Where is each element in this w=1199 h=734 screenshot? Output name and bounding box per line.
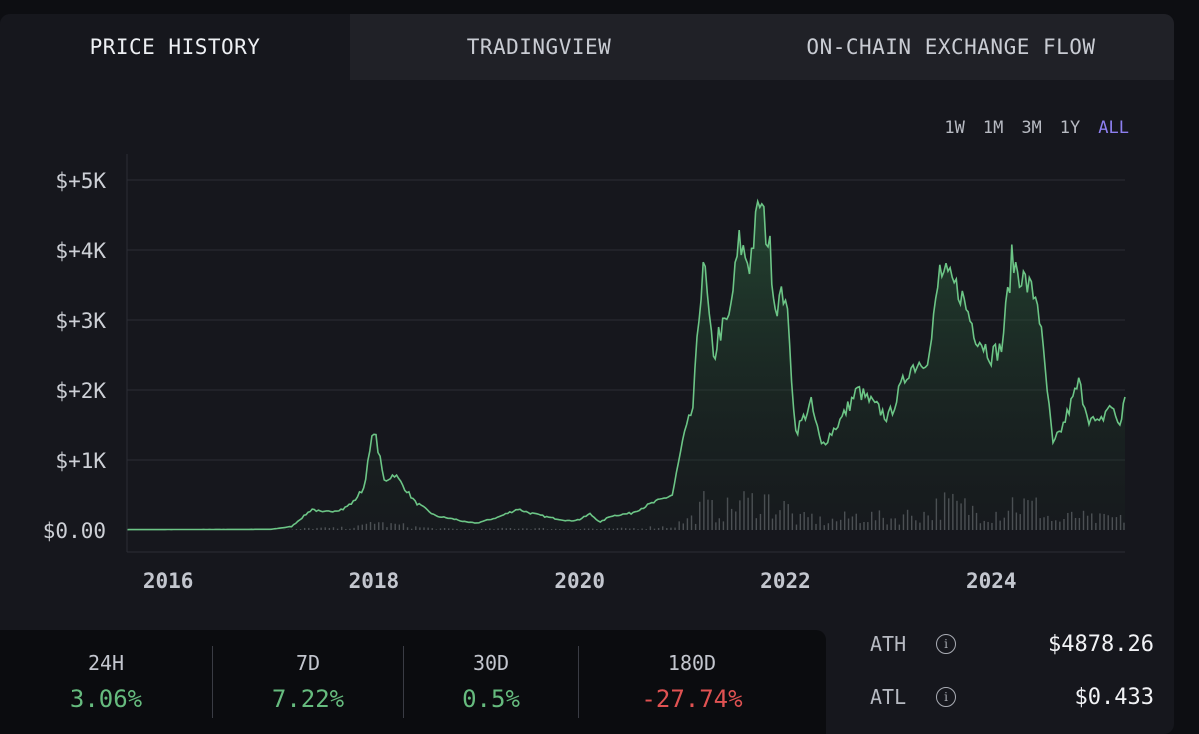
ath-row: ATH i $4878.26 — [870, 629, 1154, 659]
range-3m[interactable]: 3M — [1021, 118, 1042, 138]
atl-value: $0.433 — [1074, 684, 1154, 710]
stat-value: -27.74% — [641, 685, 743, 713]
atl-label: ATL — [870, 685, 907, 709]
range-1m[interactable]: 1M — [982, 118, 1004, 138]
x-tick-label: 2018 — [349, 569, 400, 593]
price-line — [126, 198, 1126, 531]
stat-value: 3.06% — [69, 685, 143, 713]
x-tick-label: 2024 — [966, 569, 1017, 593]
divider — [403, 646, 404, 718]
range-1y[interactable]: 1Y — [1059, 118, 1081, 138]
atl-row: ATL i $0.433 — [870, 682, 1154, 712]
range-1w[interactable]: 1W — [944, 118, 965, 138]
y-tick-label: $+1K — [55, 449, 106, 473]
info-icon[interactable]: i — [936, 634, 956, 654]
tab-bar: PRICE HISTORY TRADINGVIEW ON-CHAIN EXCHA… — [0, 14, 1174, 80]
price-area-fill — [127, 201, 1125, 530]
stat-label: 7D — [295, 651, 321, 675]
y-tick-label: $0.00 — [43, 519, 106, 543]
divider — [212, 646, 213, 718]
divider — [578, 646, 579, 718]
stat-value: 7.22% — [271, 685, 345, 713]
stat-24h: 24H 3.06% — [0, 630, 212, 734]
y-tick-label: $+5K — [55, 169, 106, 193]
y-tick-label: $+4K — [55, 239, 106, 263]
x-tick-label: 2022 — [760, 569, 811, 593]
y-tick-label: $+2K — [55, 379, 106, 403]
price-chart: $0.00 $+1K $+2K $+3K $+4K $+5K 2016 2018 2020 202… — [43, 154, 1126, 593]
stat-180d: 180D -27.74% — [579, 630, 805, 734]
stat-value: 0.5% — [462, 685, 520, 713]
y-tick-label: $+3K — [55, 309, 106, 333]
x-tick-label: 2020 — [554, 569, 605, 593]
tab-on-chain-exchange-flow[interactable]: ON-CHAIN EXCHANGE FLOW — [728, 14, 1174, 80]
info-icon[interactable]: i — [936, 687, 956, 707]
range-all[interactable]: ALL — [1098, 118, 1129, 138]
stat-7d: 7D 7.22% — [213, 630, 403, 734]
tab-tradingview[interactable]: TRADINGVIEW — [350, 14, 728, 80]
x-tick-label: 2016 — [143, 569, 194, 593]
stat-label: 180D — [667, 651, 717, 675]
stat-label: 24H — [87, 651, 125, 675]
range-selector: 1W 1M 3M 1Y ALL — [944, 118, 1129, 138]
ath-label: ATH — [870, 632, 907, 656]
performance-stats: 24H 3.06% 7D 7.22% 30D 0.5% 180D -27.74% — [0, 630, 826, 734]
tab-price-history[interactable]: PRICE HISTORY — [0, 14, 350, 80]
ath-value: $4878.26 — [1048, 631, 1154, 657]
stat-30d: 30D 0.5% — [404, 630, 578, 734]
stat-label: 30D — [472, 651, 510, 675]
